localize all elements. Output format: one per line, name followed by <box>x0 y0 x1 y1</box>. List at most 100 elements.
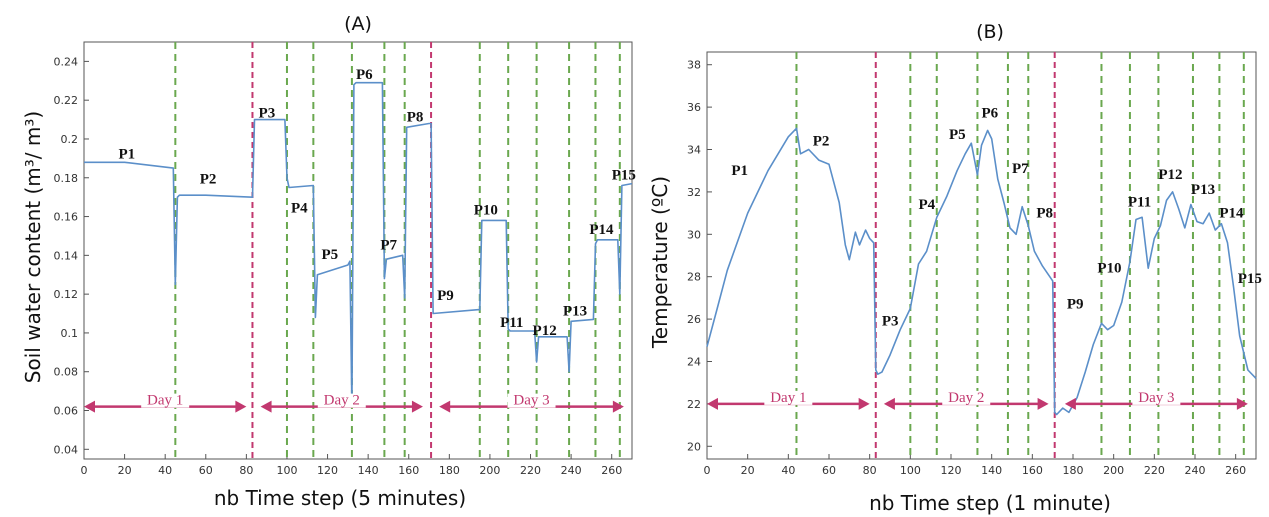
panel-b-x-tick-label: 40 <box>781 464 795 477</box>
panel-a-day-arrow-head-right <box>612 400 624 413</box>
panel-b-series-line <box>706 127 1257 416</box>
panel-a-x-tick-label: 0 <box>81 464 88 477</box>
panel-b-day-arrow-head-left <box>1064 397 1076 410</box>
panel-b-x-tick-label: 260 <box>1225 464 1246 477</box>
panel-b-point-label: P1 <box>731 163 748 179</box>
panel-a-x-tick-label: 220 <box>520 464 541 477</box>
panel-a-x-tick-label: 240 <box>561 464 582 477</box>
panel-b-x-tick-label: 220 <box>1144 464 1165 477</box>
panel-a-x-tick-label: 40 <box>158 464 172 477</box>
panel-b-point-label: P2 <box>813 133 830 149</box>
panel-a-day-arrow-head-left <box>439 400 451 413</box>
panel-a-point-label: P2 <box>200 172 217 188</box>
panel-b-x-tick-label: 20 <box>741 464 755 477</box>
panel-a-day-label-bg <box>317 393 366 408</box>
panel-a-point-label: P1 <box>119 146 136 162</box>
panel-b-point-label: P5 <box>949 127 966 143</box>
panel-a-x-tick-label: 60 <box>199 464 213 477</box>
panel-b-x-tick-label: 180 <box>1063 464 1084 477</box>
panel-a-y-tick-label: 0.2 <box>61 133 79 146</box>
panel-b-x-tick-label: 0 <box>704 464 711 477</box>
panel-a-point-label: P11 <box>500 315 523 331</box>
panel-b-x-tick-label: 200 <box>1103 464 1124 477</box>
panel-a-point-label: P7 <box>380 238 397 254</box>
panel-b-day-arrow-head-right <box>1236 397 1248 410</box>
panel-a-day-label-bg <box>141 393 190 408</box>
panel-b-x-tick-label: 160 <box>1022 464 1043 477</box>
panel-a-series-line <box>84 81 633 408</box>
panel-a-soil-water: (A) nb Time step (5 minutes) Soil water … <box>21 13 636 510</box>
panel-a-day-arrow-head-left <box>260 400 272 413</box>
panel-b-plot-frame <box>706 51 1257 460</box>
panel-a-day-arrow-head-right <box>411 400 423 413</box>
panel-a-x-tick-label: 20 <box>118 464 132 477</box>
panel-a-point-label: P5 <box>321 247 338 263</box>
panel-a-point-label: P13 <box>563 303 587 319</box>
panel-b-day-arrow-head-left <box>707 397 718 410</box>
panel-b-point-label: P12 <box>1158 167 1182 183</box>
panel-b-day-label-bg <box>764 390 813 405</box>
panel-a-point-label: P15 <box>612 168 636 184</box>
panel-b-point-label: P3 <box>882 313 899 329</box>
panel-a-day-label-bg <box>507 393 556 408</box>
panel-a-point-label: P3 <box>259 106 276 122</box>
panel-a-point-label: P12 <box>533 323 557 339</box>
panel-a-x-tick-label: 80 <box>239 464 253 477</box>
panel-a-x-tick-label: 120 <box>317 464 338 477</box>
panel-b-y-tick-label: 36 <box>687 101 701 114</box>
panel-b-point-label: P9 <box>1067 296 1084 312</box>
panel-a-day-arrow-head-left <box>84 400 95 413</box>
panel-b-y-tick-label: 28 <box>687 271 701 284</box>
panel-b-point-label: P10 <box>1097 260 1121 276</box>
panel-a-y-tick-label: 0.18 <box>54 172 79 185</box>
panel-b-x-tick-label: 80 <box>863 464 877 477</box>
panel-a-point-label: P10 <box>474 203 498 219</box>
panel-a-point-label: P8 <box>407 110 424 126</box>
panel-b-y-tick-label: 34 <box>687 144 701 157</box>
panel-a-point-label: P9 <box>437 288 454 304</box>
panel-b-y-axis-label: Temperature (ºC) <box>648 176 672 349</box>
panel-a-day-label: Day 1 <box>147 393 183 409</box>
panel-b-y-tick-label: 26 <box>687 313 701 326</box>
panel-a-point-label: P14 <box>589 222 614 238</box>
panel-a-x-tick-label: 260 <box>601 464 622 477</box>
panel-a-day-arrow-head-right <box>235 400 247 413</box>
panel-b-point-label: P15 <box>1238 271 1262 287</box>
panel-b-point-label: P14 <box>1219 205 1244 221</box>
panel-b-x-tick-label: 100 <box>900 464 921 477</box>
panel-b-point-label: P4 <box>918 197 935 213</box>
panel-a-day-label: Day 2 <box>324 393 360 409</box>
panel-b-day-arrow-head-right <box>1037 397 1049 410</box>
panel-a-y-axis-label: Soil water content (m³/ m³) <box>21 111 45 383</box>
panel-a-x-axis-label: nb Time step (5 minutes) <box>214 486 466 510</box>
panel-a-x-tick-label: 100 <box>276 464 297 477</box>
panel-b-temperature: (B) nb Time step (1 minute) Temperature … <box>648 21 1262 515</box>
panel-a-y-tick-label: 0.12 <box>54 288 79 301</box>
panel-b-point-label: P13 <box>1191 182 1215 198</box>
panel-a-day-label: Day 3 <box>513 393 549 409</box>
panel-a-y-tick-label: 0.06 <box>54 405 79 418</box>
panel-a-y-tick-label: 0.22 <box>54 94 79 107</box>
panel-a-y-tick-label: 0.14 <box>54 249 79 262</box>
panel-b-y-tick-label: 22 <box>687 398 701 411</box>
panel-b-day-arrow-head-right <box>858 397 870 410</box>
panel-a-y-tick-label: 0.24 <box>54 55 79 68</box>
panel-a-y-tick-label: 0.08 <box>54 366 79 379</box>
panel-a-y-tick-label: 0.04 <box>54 443 79 456</box>
panel-b-y-tick-label: 38 <box>687 59 701 72</box>
panel-a-point-label: P6 <box>356 67 373 83</box>
panel-b-title: (B) <box>976 21 1004 43</box>
panel-a-title: (A) <box>344 13 372 35</box>
panel-b-y-tick-label: 32 <box>687 186 701 199</box>
panel-b-y-tick-label: 24 <box>687 355 701 368</box>
panel-b-day-label: Day 1 <box>770 390 806 406</box>
panel-b-x-tick-label: 60 <box>822 464 836 477</box>
panel-a-y-tick-label: 0.16 <box>54 211 79 224</box>
panel-a-x-tick-label: 160 <box>398 464 419 477</box>
panel-b-day-label-bg <box>1132 390 1181 405</box>
panel-b-x-tick-label: 140 <box>981 464 1002 477</box>
panel-b-point-label: P6 <box>982 106 999 122</box>
panel-b-x-tick-label: 120 <box>941 464 962 477</box>
panel-b-y-tick-label: 30 <box>687 228 701 241</box>
